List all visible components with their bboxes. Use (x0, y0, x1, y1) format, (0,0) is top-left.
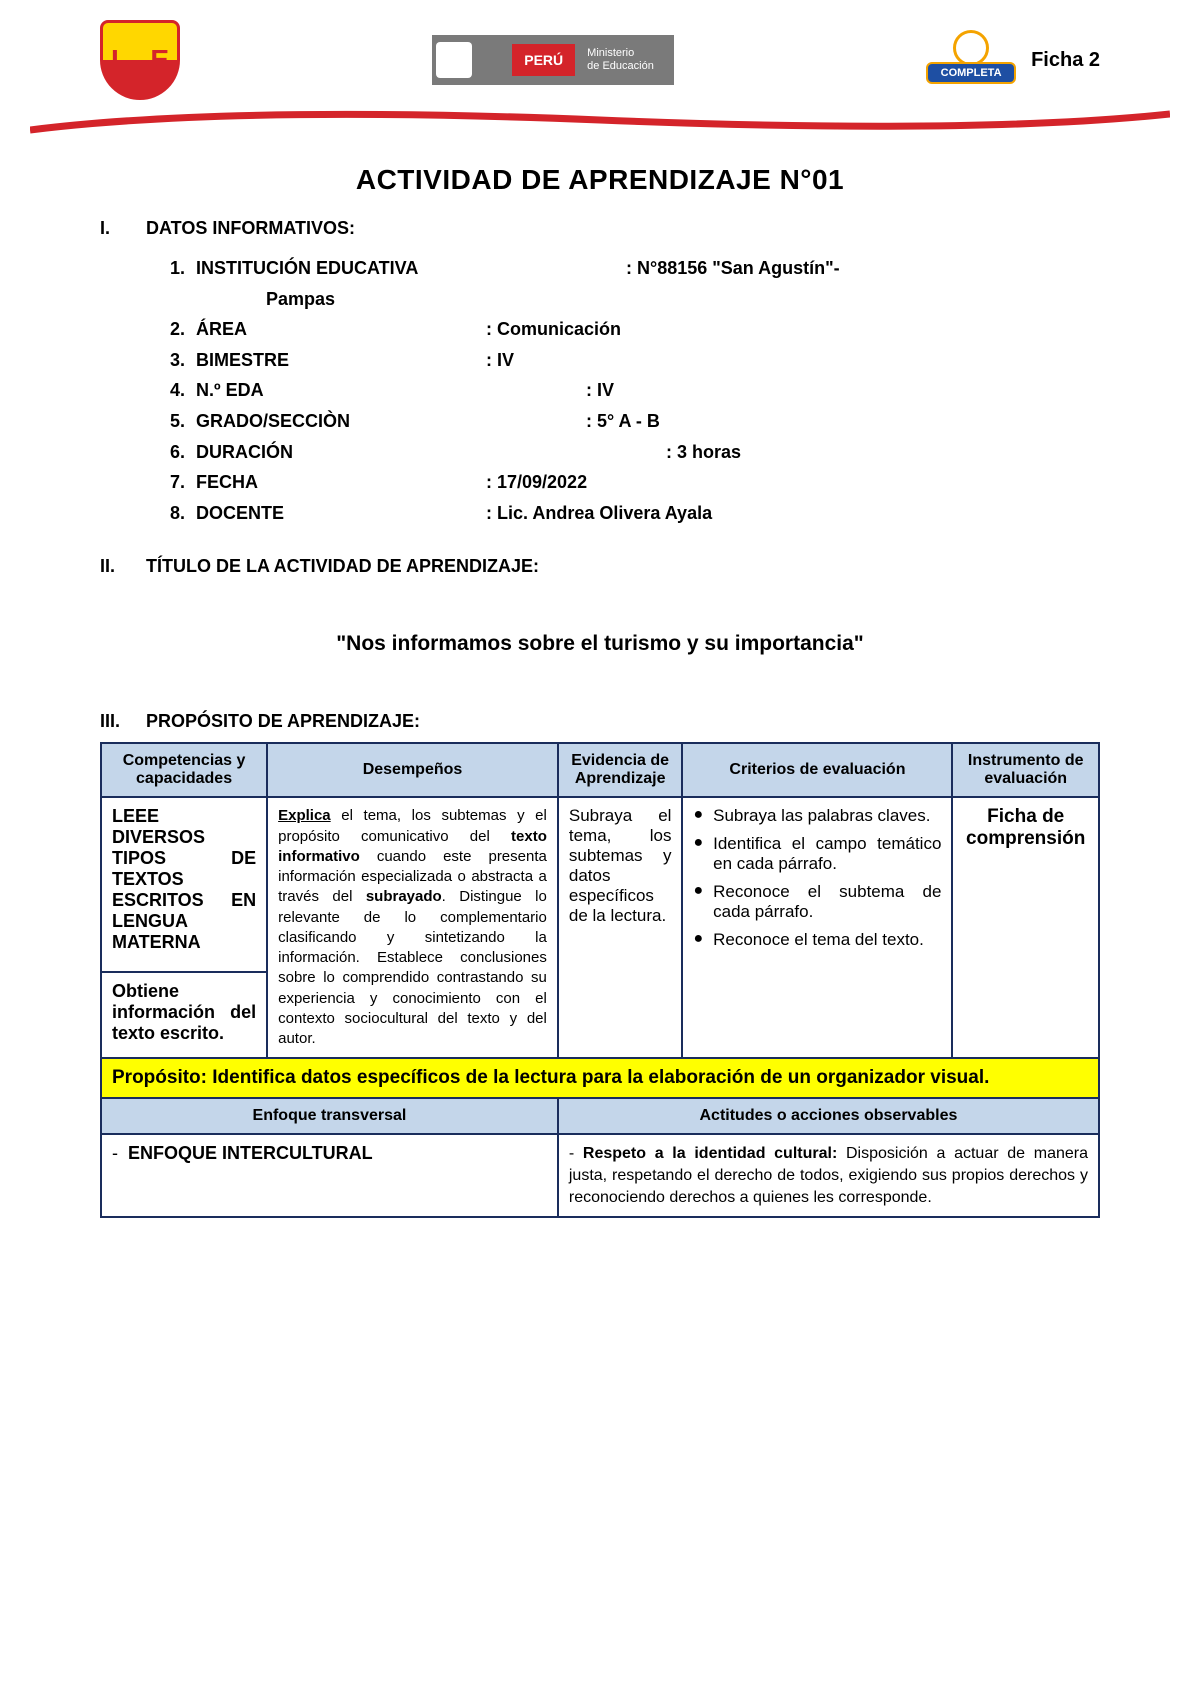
datos-label: GRADO/SECCIÒN (196, 406, 486, 437)
datos-row-7: 7. FECHA : 17/09/2022 (170, 467, 1100, 498)
instr-cell: Ficha de comprensión (952, 797, 1099, 1058)
section-3-title: PROPÓSITO DE APRENDIZAJE: (146, 711, 420, 732)
datos-label: FECHA (196, 467, 486, 498)
th-crit: Criterios de evaluación (682, 743, 952, 797)
datos-val: : 17/09/2022 (486, 467, 1100, 498)
criteria-item: Subraya las palabras claves. (693, 806, 941, 826)
peru-label: PERÚ (512, 44, 575, 76)
datos-val: : 3 horas (486, 437, 1100, 468)
section-3-header: III. PROPÓSITO DE APRENDIZAJE: (100, 711, 1100, 732)
activity-title: "Nos informamos sobre el turismo y su im… (100, 632, 1100, 656)
section-3-roman: III. (100, 711, 128, 732)
actitud-cell: - Respeto a la identidad cultural: Dispo… (558, 1134, 1099, 1217)
ministry-line2: de Educación (587, 60, 654, 73)
datos-row-6: 6. DURACIÓN : 3 horas (170, 437, 1100, 468)
main-title: ACTIVIDAD DE APRENDIZAJE N°01 (0, 164, 1200, 196)
shield-letter-i: I (111, 44, 119, 76)
content-area: I. DATOS INFORMATIVOS: 1. INSTITUCIÓN ED… (0, 218, 1200, 1218)
ministry-text: Ministerio de Educación (575, 47, 654, 73)
purpose-header-row: Competencias y capacidades Desempeños Ev… (101, 743, 1099, 797)
purpose-table: Competencias y capacidades Desempeños Ev… (100, 742, 1100, 1218)
datos-val: : IV (486, 345, 1100, 376)
peru-coat-icon (436, 42, 472, 78)
desemp-cell: Explica el tema, los subtemas y el propó… (267, 797, 558, 1058)
datos-label: DOCENTE (196, 498, 486, 529)
th-enfoque: Enfoque transversal (101, 1098, 558, 1134)
datos-val: : IV (486, 375, 1100, 406)
red-wave-divider (30, 110, 1170, 134)
datos-row-2: 2. ÁREA : Comunicación (170, 314, 1100, 345)
th-comp: Competencias y capacidades (101, 743, 267, 797)
crit-cell: Subraya las palabras claves. Identifica e… (682, 797, 952, 1058)
section-2-header: II. TÍTULO DE LA ACTIVIDAD DE APRENDIZAJ… (100, 556, 1100, 577)
ficha-label: Ficha 2 (1031, 49, 1100, 72)
datos-num: 7. (170, 467, 196, 498)
datos-row-8: 8. DOCENTE : Lic. Andrea Olivera Ayala (170, 498, 1100, 529)
section-2-title: TÍTULO DE LA ACTIVIDAD DE APRENDIZAJE: (146, 556, 539, 577)
th-instr: Instrumento de evaluación (952, 743, 1099, 797)
datos-label: BIMESTRE (196, 345, 486, 376)
jec-logo: COMPLETA (926, 30, 1016, 90)
comp-cell-1: LEEE DIVERSOS TIPOS DE TEXTOS ESCRITOS E… (101, 797, 267, 972)
datos-label: DURACIÓN (196, 437, 486, 468)
section-1-header: I. DATOS INFORMATIVOS: (100, 218, 1100, 239)
comp-cell-2: Obtiene información del texto escrito. (101, 972, 267, 1058)
criteria-item: Identifica el campo temático en cada pár… (693, 834, 941, 874)
proposito-row: Propósito: Identifica datos específicos … (101, 1058, 1099, 1098)
datos-val: : 5° A - B (486, 406, 1100, 437)
proposito-cell: Propósito: Identifica datos específicos … (101, 1058, 1099, 1098)
datos-val: : Lic. Andrea Olivera Ayala (486, 498, 1100, 529)
jec-banner-text: COMPLETA (926, 62, 1016, 84)
ministry-logo: PERÚ Ministerio de Educación (432, 35, 674, 85)
ministry-line1: Ministerio (587, 47, 654, 60)
section-1-roman: I. (100, 218, 128, 239)
datos-row-1: 1. INSTITUCIÓN EDUCATIVA : N°88156 "San … (170, 253, 1100, 284)
criteria-item: Reconoce el tema del texto. (693, 930, 941, 950)
th-actitudes: Actitudes o acciones observables (558, 1098, 1099, 1134)
datos-val: : N°88156 "San Agustín"- (486, 253, 1100, 284)
th-desemp: Desempeños (267, 743, 558, 797)
right-badge-group: COMPLETA Ficha 2 (926, 30, 1100, 90)
section-2-roman: II. (100, 556, 128, 577)
datos-num: 1. (170, 253, 196, 284)
datos-row-5: 5. GRADO/SECCIÒN : 5° A - B (170, 406, 1100, 437)
datos-num: 2. (170, 314, 196, 345)
datos-num: 4. (170, 375, 196, 406)
datos-num: 8. (170, 498, 196, 529)
shield-letter-e: E (150, 44, 169, 76)
datos-num: 5. (170, 406, 196, 437)
enfoque-label-text: ENFOQUE INTERCULTURAL (128, 1143, 373, 1163)
criteria-list: Subraya las palabras claves. Identifica e… (693, 806, 941, 950)
criteria-item: Reconoce el subtema de cada párrafo. (693, 882, 941, 922)
datos-row-4: 4. N.º EDA : IV (170, 375, 1100, 406)
datos-row-1b: Pampas (266, 284, 1100, 315)
enfoque-header-row: Enfoque transversal Actitudes o acciones… (101, 1098, 1099, 1134)
datos-label: N.º EDA (196, 375, 486, 406)
datos-label: INSTITUCIÓN EDUCATIVA (196, 253, 486, 284)
datos-num: 6. (170, 437, 196, 468)
enfoque-label-cell: -ENFOQUE INTERCULTURAL (101, 1134, 558, 1217)
datos-val: : Comunicación (486, 314, 1100, 345)
school-shield-logo: I E (100, 20, 180, 100)
datos-list: 1. INSTITUCIÓN EDUCATIVA : N°88156 "San … (170, 253, 1100, 528)
page-header: I E PERÚ Ministerio de Educación COMPLET… (0, 0, 1200, 110)
datos-label: ÁREA (196, 314, 486, 345)
evid-cell: Subraya el tema, los subtemas y datos es… (558, 797, 683, 1058)
th-evid: Evidencia de Aprendizaje (558, 743, 683, 797)
datos-num: 3. (170, 345, 196, 376)
section-1-title: DATOS INFORMATIVOS: (146, 218, 355, 239)
enfoque-body-row: -ENFOQUE INTERCULTURAL - Respeto a la id… (101, 1134, 1099, 1217)
datos-row-3: 3. BIMESTRE : IV (170, 345, 1100, 376)
sun-icon (953, 30, 989, 66)
purpose-body-row-1: LEEE DIVERSOS TIPOS DE TEXTOS ESCRITOS E… (101, 797, 1099, 972)
